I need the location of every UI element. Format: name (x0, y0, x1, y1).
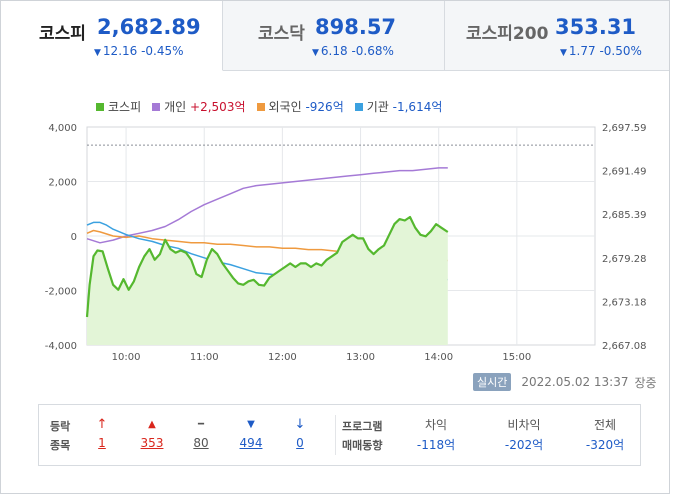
realtime-datetime: 2022.05.02 13:37 (521, 375, 629, 389)
program-non-arbitrage-value: -202억 (504, 438, 544, 452)
market-breadth-panel: 등락 종목 ↑ 1 ▲ 353 ━ 80 ▼ 494 ↓ 0 프로그램 매매동향 (38, 404, 641, 466)
x-tick-label: 12:00 (268, 352, 297, 361)
program-arbitrage-value: -118억 (416, 438, 456, 452)
fall-triangle-icon: ▼ (247, 419, 255, 430)
tab-kospi-price: 2,682.89 (97, 15, 201, 39)
breadth-fall: ▼ 494 (236, 417, 266, 450)
breadth-lower-limit: ↓ 0 (285, 417, 315, 450)
y-left-tick-label: -2,000 (45, 287, 77, 298)
x-tick-label: 10:00 (112, 352, 141, 361)
breadth-unchanged-count[interactable]: 80 (193, 436, 209, 450)
down-arrow-icon: ▼ (312, 48, 319, 58)
tab-kospi200[interactable]: 코스피200 353.31 ▼ 1.77 -0.50% (445, 1, 669, 71)
tab-kospi-name: 코스피 (39, 24, 86, 44)
program-arbitrage: 차익 -118억 (401, 417, 471, 453)
index-tabs: 코스피 2,682.89 ▼ 12.16 -0.45% 코스닥 898.57 ▼ 6… (1, 1, 669, 71)
breadth-unchanged: ━ 80 (186, 417, 216, 450)
down-arrow-icon: ▼ (94, 48, 101, 58)
y-left-tick-label: 0 (71, 232, 77, 243)
program-non-arbitrage-header: 비차익 (507, 418, 541, 432)
breadth-lower-limit-count[interactable]: 0 (296, 436, 304, 450)
program-total-header: 전체 (593, 418, 617, 432)
panel-divider (335, 415, 336, 455)
legend-swatch-foreign (256, 102, 265, 111)
chart-legend: 코스피 개인 +2,503억 외국인 -926억 기관 -1,614억 (96, 98, 442, 115)
legend-item-foreign[interactable]: 외국인 -926억 (256, 98, 344, 115)
x-tick-label: 15:00 (502, 352, 531, 361)
program-total: 전체 -320억 (570, 417, 640, 453)
lower-limit-arrow-icon: ↓ (294, 417, 306, 432)
breadth-upper-limit-count[interactable]: 1 (98, 436, 106, 450)
breadth-rise-count[interactable]: 353 (140, 436, 164, 450)
legend-swatch-kospi (96, 102, 104, 111)
series-line-individual (86, 167, 448, 244)
tab-kosdaq-change: ▼ 6.18 -0.68% (312, 44, 394, 58)
tab-kosdaq[interactable]: 코스닥 898.57 ▼ 6.18 -0.68% (223, 1, 445, 71)
y-right-tick-label: 2,679.28 (602, 254, 647, 265)
y-right-tick-label: 2,667.08 (602, 341, 647, 352)
y-right-tick-label: 2,691.49 (602, 167, 647, 178)
rise-triangle-icon: ▲ (148, 419, 156, 430)
intraday-chart: 4,000 2,000 0 -2,000 -4,000 2,697.59 2,691.49 2… (45, 123, 647, 361)
legend-item-institution[interactable]: 기관 -1,614억 (354, 98, 442, 115)
program-label: 프로그램 매매동향 (342, 420, 383, 452)
legend-swatch-institution (354, 102, 363, 111)
y-left-tick-label: -4,000 (45, 341, 77, 352)
tab-kospi200-change: ▼ 1.77 -0.50% (560, 44, 642, 58)
tab-kospi[interactable]: 코스피 2,682.89 ▼ 12.16 -0.45% (1, 1, 223, 71)
breadth-rise: ▲ 353 (137, 417, 167, 450)
y-right-tick-label: 2,697.59 (602, 123, 647, 134)
tab-kospi200-name: 코스피200 (466, 24, 549, 44)
realtime-info: 실시간 2022.05.02 13:37 장중 (473, 373, 657, 391)
realtime-badge[interactable]: 실시간 (473, 373, 512, 391)
x-tick-label: 13:00 (346, 352, 375, 361)
program-total-value: -320억 (585, 438, 625, 452)
tab-kosdaq-price: 898.57 (315, 15, 397, 39)
tab-kosdaq-name: 코스닥 (258, 24, 305, 44)
program-non-arbitrage: 비차익 -202억 (489, 417, 559, 453)
y-right-tick-label: 2,673.18 (602, 297, 647, 308)
tab-kospi200-price: 353.31 (555, 15, 637, 39)
legend-item-individual[interactable]: 개인 +2,503억 (152, 98, 246, 115)
upper-limit-arrow-icon: ↑ (96, 417, 108, 432)
legend-item-kospi[interactable]: 코스피 (96, 98, 141, 115)
breadth-label: 등락 종목 (50, 420, 71, 452)
breadth-upper-limit: ↑ 1 (87, 417, 117, 450)
tab-kospi-change: ▼ 12.16 -0.45% (94, 44, 184, 58)
x-tick-label: 11:00 (190, 352, 219, 361)
legend-swatch-individual (152, 102, 161, 111)
series-line-kospi (85, 215, 449, 318)
y-left-tick-label: 4,000 (48, 123, 77, 134)
unchanged-dash-icon: ━ (197, 419, 205, 430)
y-left-tick-label: 2,000 (48, 178, 77, 189)
x-tick-label: 14:00 (424, 352, 453, 361)
breadth-fall-count[interactable]: 494 (239, 436, 263, 450)
market-status: 장중 (634, 375, 657, 390)
y-right-tick-label: 2,685.39 (602, 210, 647, 221)
down-arrow-icon: ▼ (560, 48, 567, 58)
program-arbitrage-header: 차익 (424, 418, 448, 432)
